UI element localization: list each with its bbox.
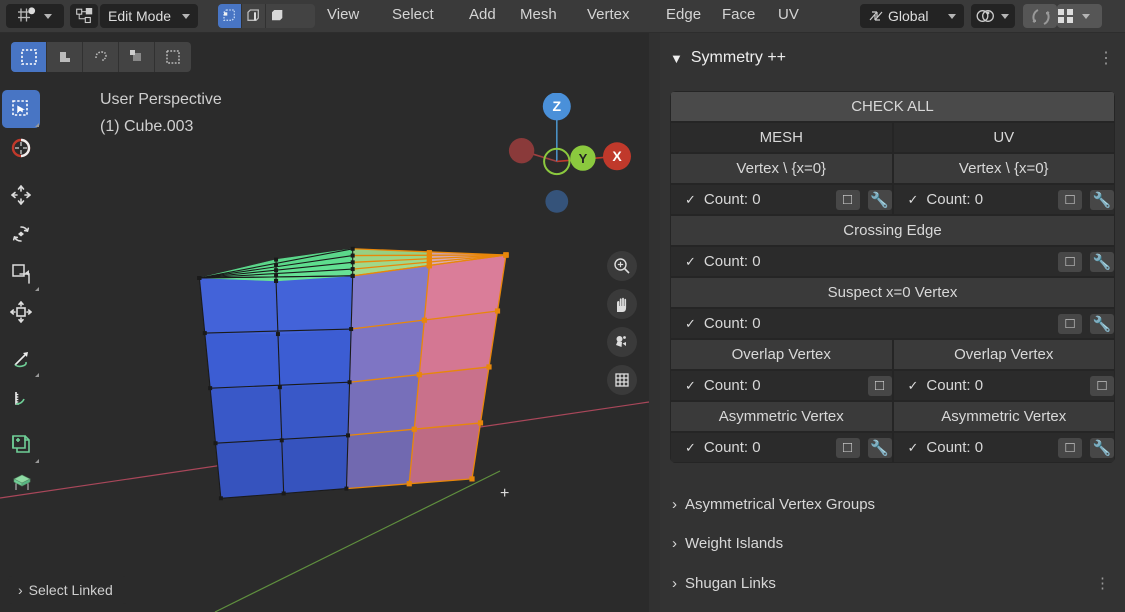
svg-text:Y: Y <box>579 151 588 166</box>
svg-text:X: X <box>612 148 622 164</box>
svg-text:Z: Z <box>553 98 562 114</box>
